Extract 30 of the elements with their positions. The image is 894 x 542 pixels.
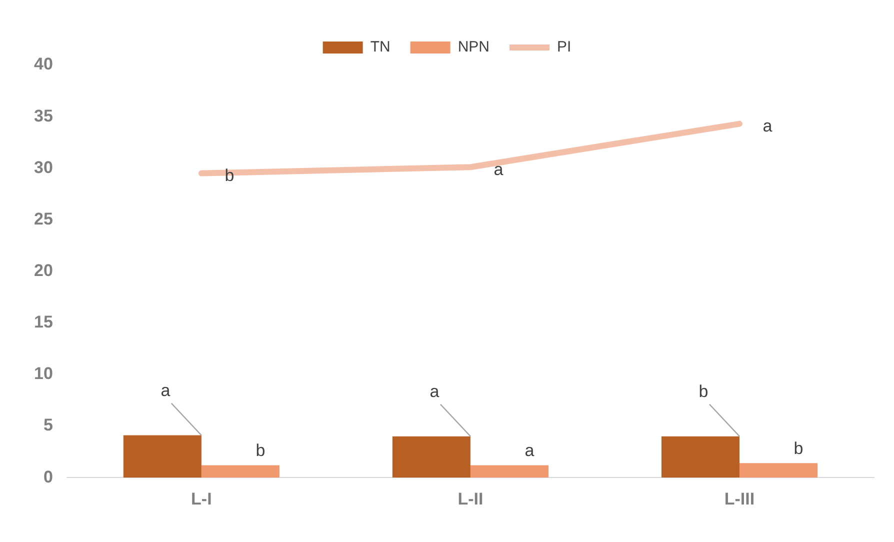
x-tick-label: L-II: [458, 489, 484, 508]
y-tick-label: 0: [43, 467, 53, 486]
legend-label: TN: [370, 38, 390, 56]
bar: [123, 435, 202, 478]
y-tick-label: 30: [34, 158, 53, 177]
bar: [739, 463, 818, 478]
y-tick-label: 15: [34, 312, 53, 332]
y-tick-label: 20: [34, 260, 53, 280]
annotation: a: [524, 440, 535, 460]
annotation: b: [256, 440, 266, 460]
legend-label: PI: [556, 38, 572, 56]
bar: [661, 436, 740, 478]
y-tick-label: 40: [34, 54, 53, 74]
bar: [201, 465, 280, 478]
y-tick-label: 5: [43, 416, 53, 435]
annotation: a: [160, 380, 171, 400]
annotation: a: [494, 160, 504, 179]
y-tick-label: 10: [34, 364, 53, 384]
x-tick-label: L-I: [191, 489, 212, 508]
bar: [392, 436, 470, 478]
y-tick-label: 35: [34, 106, 53, 126]
annotation: b: [698, 382, 708, 402]
y-tick-label: 25: [34, 209, 53, 228]
annotation: a: [762, 116, 773, 136]
annotation: b: [224, 166, 234, 185]
bar: [470, 465, 548, 478]
annotation: a: [430, 382, 440, 402]
legend-label: NPN: [458, 38, 490, 56]
annotation: b: [794, 438, 804, 458]
x-tick-label: L-III: [724, 489, 755, 508]
